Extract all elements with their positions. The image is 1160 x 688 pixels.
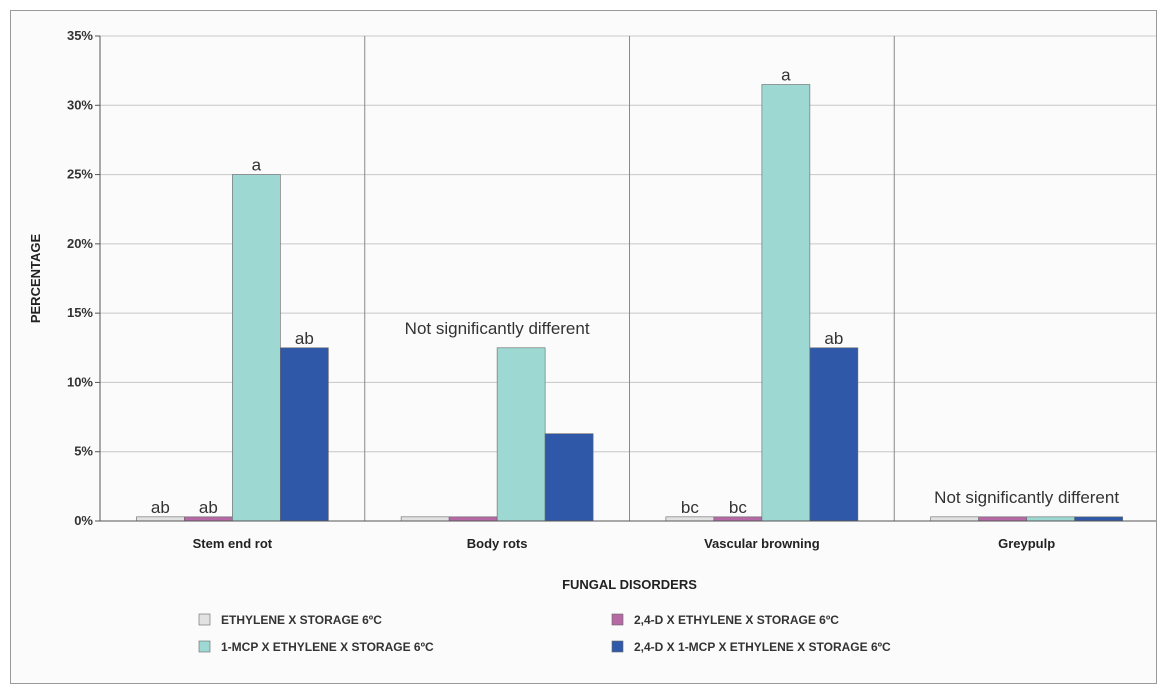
- bar-chart: 0% 5% 10% 15% 20% 25% 30% 35% ab ab a ab Stem end ro…: [28, 28, 1159, 654]
- legend-swatch: [611, 613, 624, 626]
- bar-label: ab: [151, 498, 170, 517]
- bar-label: ab: [199, 498, 218, 517]
- bar: [448, 516, 498, 522]
- legend-label: ETHYLENE X STORAGE 6ºC: [221, 613, 382, 627]
- bar-label: ab: [295, 329, 314, 348]
- bar: [232, 174, 281, 522]
- bar-label: ab: [824, 329, 843, 348]
- y-axis-title: PERCENTAGE: [28, 234, 43, 324]
- y-tick-label: 30%: [67, 97, 93, 112]
- bar: [665, 516, 715, 522]
- category-label: Greypulp: [998, 536, 1055, 551]
- y-tick-label: 0%: [74, 513, 93, 528]
- y-tick-label: 25%: [67, 167, 93, 182]
- y-tick-label: 15%: [67, 305, 93, 320]
- bar-label: bc: [729, 498, 747, 517]
- y-tick-label: 10%: [67, 374, 93, 389]
- bar: [713, 516, 763, 522]
- legend-swatch: [198, 613, 211, 626]
- legend-label: 2,4-D X ETHYLENE X STORAGE 6ºC: [634, 613, 839, 627]
- annotation: Not significantly different: [934, 488, 1119, 507]
- bar-label: a: [781, 66, 791, 85]
- category-label: Stem end rot: [193, 536, 273, 551]
- y-tick-label: 35%: [67, 28, 93, 43]
- legend-swatch: [611, 640, 624, 653]
- bar: [544, 433, 594, 522]
- category-label: Vascular browning: [704, 536, 820, 551]
- legend-label: 2,4-D X 1-MCP X ETHYLENE X STORAGE 6ºC: [634, 640, 891, 654]
- bar: [809, 347, 859, 522]
- chart-frame: 0% 5% 10% 15% 20% 25% 30% 35% ab ab a ab Stem end ro…: [10, 10, 1159, 684]
- bar: [1026, 516, 1075, 522]
- bar-label: a: [252, 156, 262, 175]
- annotation: Not significantly different: [405, 319, 590, 338]
- legend-swatch: [198, 640, 211, 653]
- category-label: Body rots: [467, 536, 528, 551]
- x-axis-title: FUNGAL DISORDERS: [562, 577, 697, 592]
- bar: [280, 347, 329, 522]
- bar: [978, 516, 1027, 522]
- bar: [1074, 516, 1123, 522]
- bar-label: bc: [681, 498, 699, 517]
- bar: [136, 516, 185, 522]
- y-tick-label: 20%: [67, 236, 93, 251]
- bar: [184, 516, 233, 522]
- bar: [496, 347, 546, 522]
- bar: [930, 516, 979, 522]
- legend-label: 1-MCP X ETHYLENE X STORAGE 6ºC: [221, 640, 434, 654]
- bar: [761, 84, 811, 522]
- bar: [400, 516, 450, 522]
- y-tick-label: 5%: [74, 444, 93, 459]
